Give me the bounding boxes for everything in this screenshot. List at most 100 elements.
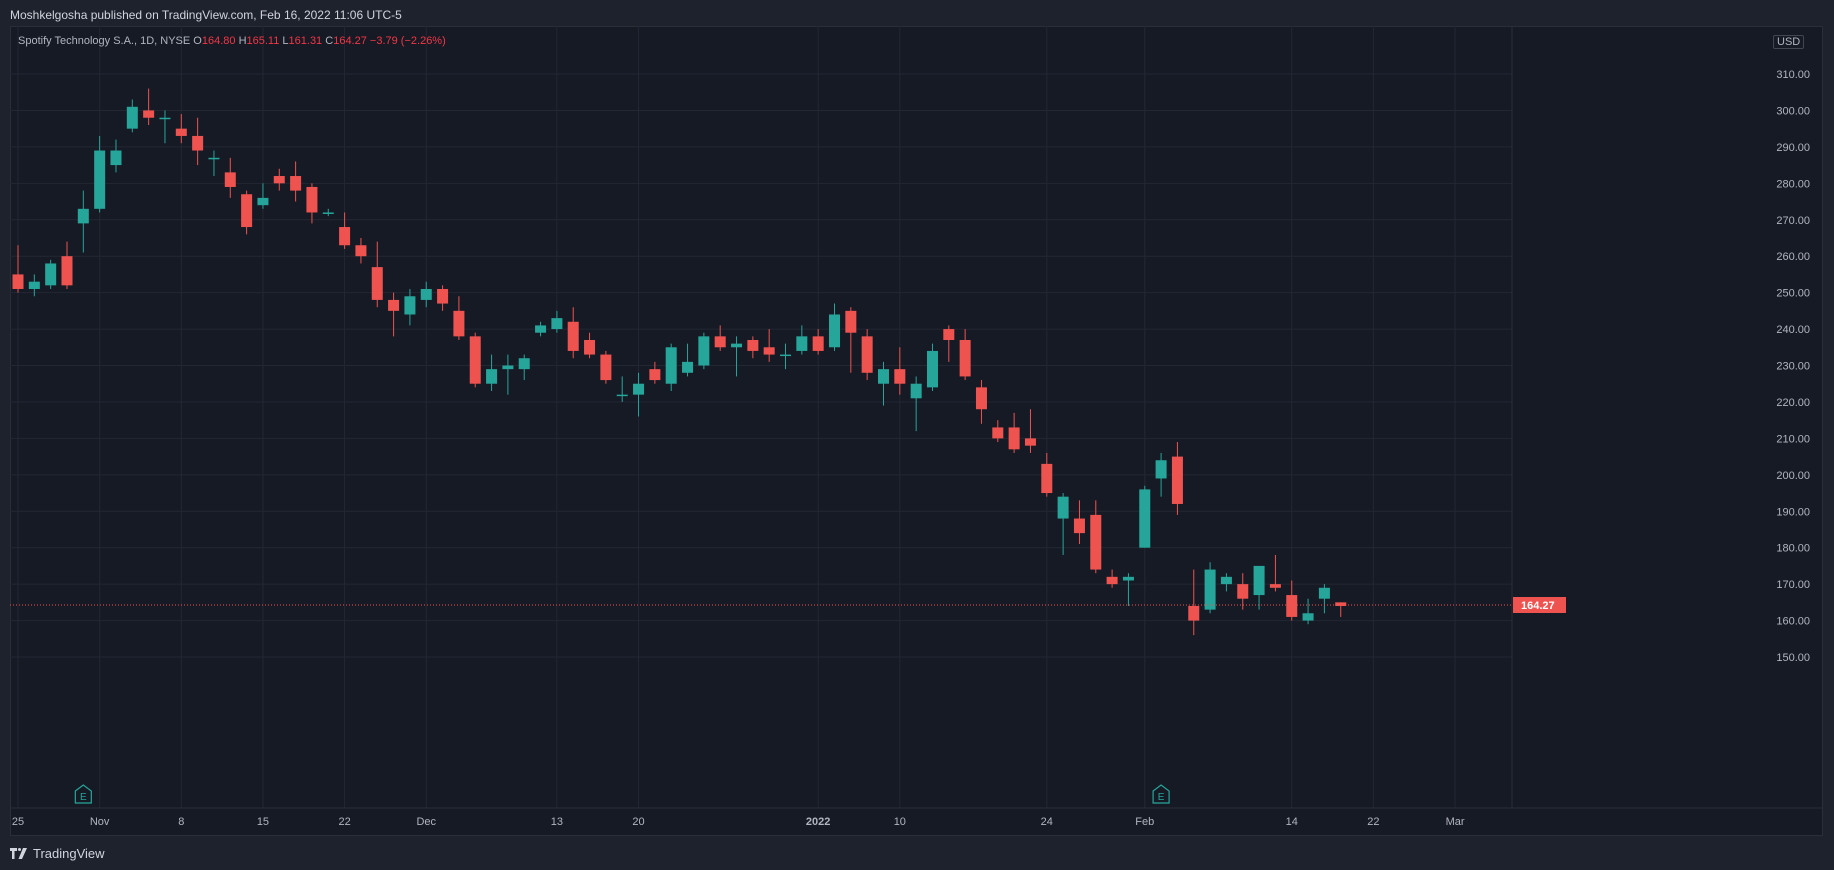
high-label: H xyxy=(238,35,247,47)
candle-body xyxy=(1057,496,1069,519)
footer-brand[interactable]: TradingView xyxy=(33,846,105,861)
candle-body xyxy=(12,274,24,289)
candle-body xyxy=(975,387,987,410)
price-tick-label: 200.00 xyxy=(1776,470,1810,482)
candle-body xyxy=(94,150,106,209)
candle-body xyxy=(306,186,318,213)
candle-body xyxy=(355,245,367,257)
candle-body xyxy=(682,361,694,373)
time-tick-label: 15 xyxy=(257,816,269,828)
open-label: O xyxy=(193,35,202,47)
candle-body xyxy=(110,150,122,166)
candle-body xyxy=(404,296,416,315)
candle-body xyxy=(780,354,792,357)
publish-info: Moshkelgosha published on TradingView.co… xyxy=(10,8,402,22)
candle-body xyxy=(159,117,171,120)
candle-body xyxy=(453,310,465,337)
time-tick-label: Feb xyxy=(1135,816,1154,828)
candle-body xyxy=(192,135,204,151)
candle-body xyxy=(143,110,155,118)
candle-body xyxy=(1286,595,1298,617)
candle-body xyxy=(1024,438,1036,446)
candle-body xyxy=(747,339,759,351)
candle-body xyxy=(371,267,383,300)
candle-body xyxy=(649,369,661,381)
time-tick-label: 13 xyxy=(551,816,563,828)
open-value: 164.80 xyxy=(201,35,236,47)
price-tick-label: 290.00 xyxy=(1776,142,1810,154)
earnings-marker-label: E xyxy=(80,792,87,803)
candle-body xyxy=(535,325,547,333)
candle-body xyxy=(633,383,645,395)
candle-body xyxy=(1269,584,1281,588)
close-label: C xyxy=(325,35,334,47)
candle-body xyxy=(175,128,187,136)
time-tick-label: 25 xyxy=(12,816,24,828)
candle-body xyxy=(257,197,269,206)
candle-body xyxy=(1220,576,1232,585)
candle-body xyxy=(845,310,857,333)
price-tick-label: 240.00 xyxy=(1776,324,1810,336)
earnings-marker-icon xyxy=(74,784,92,804)
close-value: 164.27 xyxy=(333,35,367,47)
candle-body xyxy=(273,176,285,184)
price-tick-label: 310.00 xyxy=(1776,69,1810,81)
candle-body xyxy=(584,339,596,355)
candle-body xyxy=(1253,565,1265,596)
candle-body xyxy=(1122,576,1134,581)
time-tick-label: 8 xyxy=(178,816,184,828)
candle-body xyxy=(943,329,955,340)
last-price-tag xyxy=(1513,597,1566,614)
low-label: L xyxy=(282,35,289,47)
candle-body xyxy=(551,318,563,330)
time-tick-label: 24 xyxy=(1041,816,1053,828)
candle-body xyxy=(665,347,677,384)
candle-body xyxy=(420,288,432,300)
candle-body xyxy=(77,208,89,224)
symbol-title[interactable]: Spotify Technology S.A., 1D, NYSE xyxy=(18,35,191,47)
last-price-label: 164.27 xyxy=(1521,600,1555,612)
candle-body xyxy=(322,212,334,214)
candle-body xyxy=(829,314,840,348)
candle-body xyxy=(992,427,1004,439)
candle-body xyxy=(339,227,351,246)
earnings-marker-label: E xyxy=(1158,792,1165,803)
time-tick-label: 10 xyxy=(894,816,906,828)
candle-body xyxy=(763,347,775,355)
candle-body xyxy=(812,336,824,351)
price-tick-label: 170.00 xyxy=(1776,579,1810,591)
candle-body xyxy=(1090,514,1102,570)
candle-body xyxy=(731,343,743,348)
candle-body xyxy=(714,336,726,348)
candle-body xyxy=(61,256,73,286)
candle-body xyxy=(437,288,449,304)
candle-body xyxy=(1041,463,1053,494)
currency-label[interactable]: USD xyxy=(1773,35,1805,49)
candle-body xyxy=(208,157,220,160)
time-tick-label: 14 xyxy=(1286,816,1298,828)
candle-body xyxy=(1237,584,1249,599)
candle-body xyxy=(486,369,498,384)
price-tick-label: 210.00 xyxy=(1776,433,1810,445)
price-tick-label: 160.00 xyxy=(1776,616,1810,628)
time-tick-label: 22 xyxy=(338,816,350,828)
candle-body xyxy=(388,299,400,311)
time-tick-label: 20 xyxy=(632,816,644,828)
tradingview-logo-icon xyxy=(10,848,27,859)
price-tick-label: 260.00 xyxy=(1776,251,1810,263)
candle-body xyxy=(502,365,514,370)
candle-body xyxy=(926,350,938,388)
high-value: 165.11 xyxy=(246,35,280,47)
candle-body xyxy=(861,336,873,373)
candle-body xyxy=(1008,427,1020,450)
candle-body xyxy=(910,383,922,399)
price-tick-label: 270.00 xyxy=(1776,215,1810,227)
candle-body xyxy=(28,281,40,289)
price-tick-label: 250.00 xyxy=(1776,288,1810,300)
time-tick-label: Mar xyxy=(1446,816,1465,828)
price-tick-label: 180.00 xyxy=(1776,543,1810,555)
candle-body xyxy=(1318,587,1330,599)
candle-body xyxy=(126,106,138,129)
